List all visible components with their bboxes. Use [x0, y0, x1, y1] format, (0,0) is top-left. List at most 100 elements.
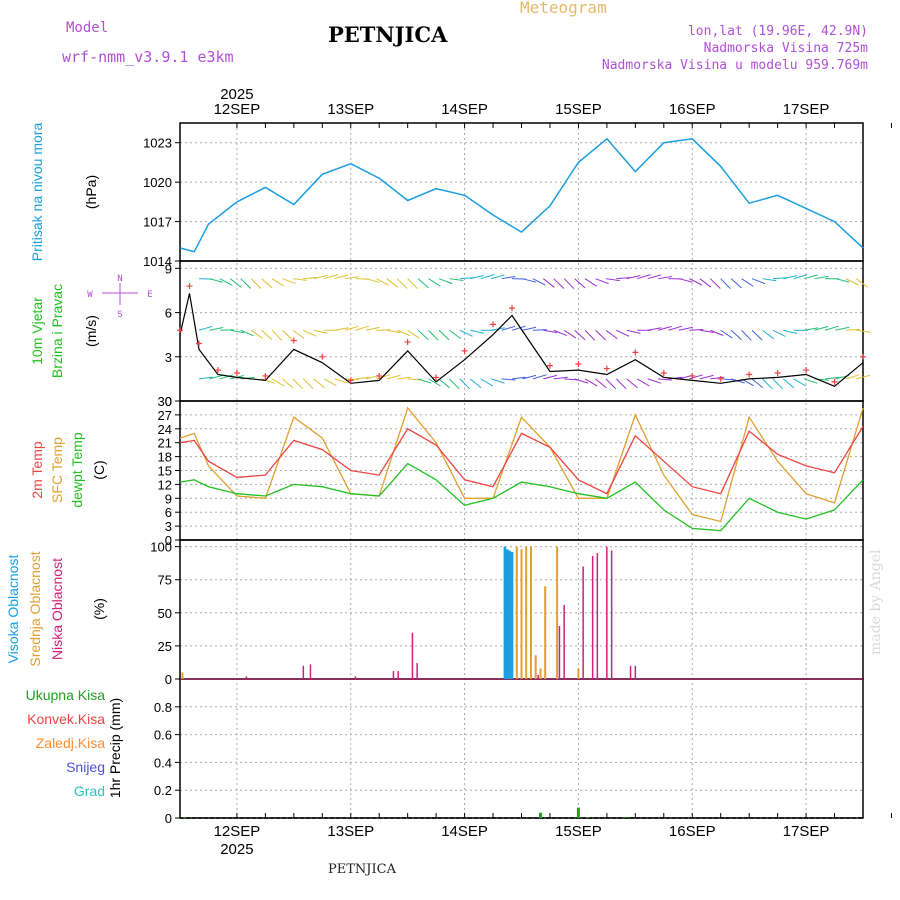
cloud-bar: [411, 632, 414, 679]
wind-arrow: [814, 325, 829, 331]
wind-arrow: [323, 378, 337, 387]
y-tick-label: 0: [165, 672, 172, 687]
precip-legend-item: Grad: [74, 783, 105, 799]
bottom-year-label: 2025: [220, 841, 253, 858]
wind-arrow: [209, 278, 224, 283]
cloud-bar: [302, 665, 305, 679]
wind-arrow: [856, 278, 868, 288]
wind-axis-label: 10m Vjetar: [29, 297, 45, 365]
wind-arrow: [522, 374, 537, 380]
wind-arrow: [626, 329, 641, 334]
wind-arrow: [501, 325, 516, 331]
wind-arrow: [198, 325, 213, 331]
precip-legend-item: Zaledj.Kisa: [36, 735, 105, 751]
model-id: wrf-nmm_v3.9.1 e3km: [62, 48, 234, 66]
wind-arrow: [814, 275, 829, 280]
wind-arrow: [689, 278, 703, 286]
cloud-unit-label: (%): [91, 598, 107, 620]
wind-arrow: [240, 329, 254, 337]
panel-frame-pressure: [179, 122, 864, 262]
bottom-day-label: 12SEP: [214, 823, 261, 840]
wind-arrow: [605, 378, 617, 390]
wind-arrow: [793, 274, 808, 280]
precip-legend-item: Konvek.Kisa: [27, 711, 105, 727]
cloud-bar: [596, 553, 599, 679]
compass-letter-0: N: [117, 274, 122, 284]
cloud-bar: [544, 586, 547, 679]
wind-arrow: [376, 329, 391, 331]
bottom-day-label: 13SEP: [327, 823, 374, 840]
wind-arrow: [313, 274, 328, 280]
wind-obs-marker: [214, 367, 221, 374]
wind-arrow: [469, 378, 482, 389]
dewpt-line: [179, 462, 864, 532]
wind-arrow: [397, 376, 412, 380]
wind-obs-marker: [376, 372, 383, 379]
wind-arrow: [407, 378, 422, 381]
cloud-bar: [503, 546, 507, 679]
cloud-bar: [577, 668, 580, 679]
y-tick-label: 100: [150, 540, 172, 555]
wind-arrow: [595, 329, 606, 341]
wind-arrow: [574, 278, 586, 289]
pressure-axis-label: Pritisak na nivou mora: [29, 123, 45, 262]
wind-arrow: [344, 325, 359, 331]
wind-obs-marker: [632, 349, 639, 356]
mid-cloud-axis-label: Srednja Oblacnost: [27, 551, 43, 666]
wind-arrow: [584, 278, 598, 287]
wind-unit-label: (m/s): [83, 315, 99, 347]
cloud-bar: [245, 676, 248, 679]
wind-arrow: [595, 278, 609, 285]
wind-arrow: [491, 274, 505, 280]
cloud-bar: [558, 626, 561, 679]
wind-arrow: [271, 329, 283, 341]
wind-arrow: [637, 274, 651, 280]
wind-obs-marker: [717, 375, 724, 382]
wind-arrow: [292, 329, 305, 339]
meteogram-label: Meteogram: [520, 0, 607, 17]
wind-arrow: [804, 274, 818, 280]
wind-arrow: [741, 278, 754, 287]
wind-obs-marker: [404, 339, 411, 346]
sfc-temp-line: [179, 406, 864, 523]
wind-arrow: [459, 329, 473, 337]
wind-arrow: [386, 329, 401, 334]
cloud-bar: [563, 604, 565, 679]
wind-arrow: [386, 374, 401, 380]
y-tick-label: 9: [165, 491, 172, 506]
wind-arrow: [782, 378, 795, 389]
wind-arrow: [428, 278, 441, 287]
y-tick-label: 18: [158, 450, 172, 465]
y-tick-label: 21: [158, 436, 172, 451]
wind-arrow: [804, 378, 818, 384]
wind-arrow: [595, 378, 607, 389]
wind-arrow: [334, 378, 349, 384]
cloud-bar: [539, 668, 542, 679]
wind-arrow: [386, 278, 399, 288]
wind-arrow: [804, 327, 819, 331]
wind-arrow: [772, 378, 784, 390]
y-tick-label: 6: [165, 505, 172, 520]
wind-arrow: [282, 278, 296, 284]
cloud-bar: [515, 546, 518, 679]
cloud-bar: [591, 555, 594, 679]
high-cloud-axis-label: Visoka Oblacnost: [5, 555, 21, 664]
wind-arrow: [438, 278, 453, 285]
precip-axis-label: 1hr Precip (mm): [107, 698, 123, 798]
wind-arrow: [751, 278, 766, 285]
wind-obs-marker: [689, 372, 696, 379]
wind-arrow: [616, 378, 627, 390]
wind-arrow: [657, 325, 672, 331]
model-label: Model: [66, 20, 109, 36]
cloud-bar: [606, 546, 608, 679]
wind-obs-marker: [233, 370, 240, 376]
wind-obs-marker: [186, 283, 193, 290]
wind-arrow: [209, 374, 224, 380]
wind-arrow: [751, 378, 764, 389]
y-tick-label: 6: [165, 306, 172, 321]
precip-bar: [624, 817, 628, 818]
y-tick-label: 0: [165, 811, 172, 826]
wind-arrow: [626, 275, 641, 280]
wind-arrow: [532, 329, 547, 331]
elevation-label: Nadmorska Visina 725m: [703, 41, 868, 56]
